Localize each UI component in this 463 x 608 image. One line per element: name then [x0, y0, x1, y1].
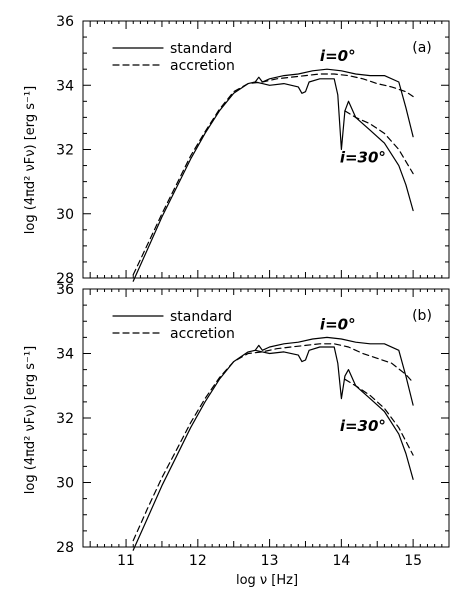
panel-label: (b) [412, 308, 432, 324]
y-tick-label: 30 [56, 476, 74, 492]
x-tick-label: 11 [117, 553, 135, 569]
series-accretion [132, 343, 414, 542]
inclination-annotation: i=30° [340, 417, 386, 435]
panel-a: 2830323436standardaccretion(a)i=0°i=30° … [23, 14, 450, 287]
series-accretion [344, 110, 414, 175]
y-tick-label: 36 [56, 14, 74, 30]
series-accretion [132, 73, 414, 276]
plot-frame [82, 288, 450, 548]
legend-label: accretion [170, 326, 235, 342]
x-tick-label: 15 [404, 553, 422, 569]
series-accretion [344, 378, 414, 456]
plot-frame [82, 20, 450, 279]
series-standard [132, 336, 414, 551]
y-tick-label: 28 [56, 540, 74, 556]
y-tick-label: 32 [56, 143, 74, 159]
x-tick-label: 14 [332, 553, 350, 569]
series-standard [254, 78, 414, 212]
y-axis-label-b: log (4πd² νFν) [erg s⁻¹] [23, 346, 38, 494]
x-tick-label: 12 [189, 553, 207, 569]
inclination-annotation: i=0° [320, 315, 356, 333]
series-standard [254, 346, 414, 480]
x-axis-label: log ν [Hz] [236, 573, 298, 588]
panel-label: (a) [412, 40, 432, 56]
y-tick-label: 28 [56, 271, 74, 287]
inclination-annotation: i=0° [320, 47, 356, 65]
y-axis-label-a: log (4πd² νFν) [erg s⁻¹] [23, 86, 38, 234]
y-tick-label: 30 [56, 207, 74, 223]
legend-label: accretion [170, 58, 235, 74]
inclination-annotation: i=30° [340, 148, 386, 166]
y-tick-label: 34 [56, 347, 74, 363]
legend-label: standard [170, 41, 232, 57]
series-standard [132, 68, 414, 282]
y-tick-label: 32 [56, 411, 74, 427]
y-tick-label: 34 [56, 78, 74, 94]
legend-label: standard [170, 309, 232, 325]
x-tick-label: 13 [261, 553, 279, 569]
y-tick-label: 36 [56, 282, 74, 298]
